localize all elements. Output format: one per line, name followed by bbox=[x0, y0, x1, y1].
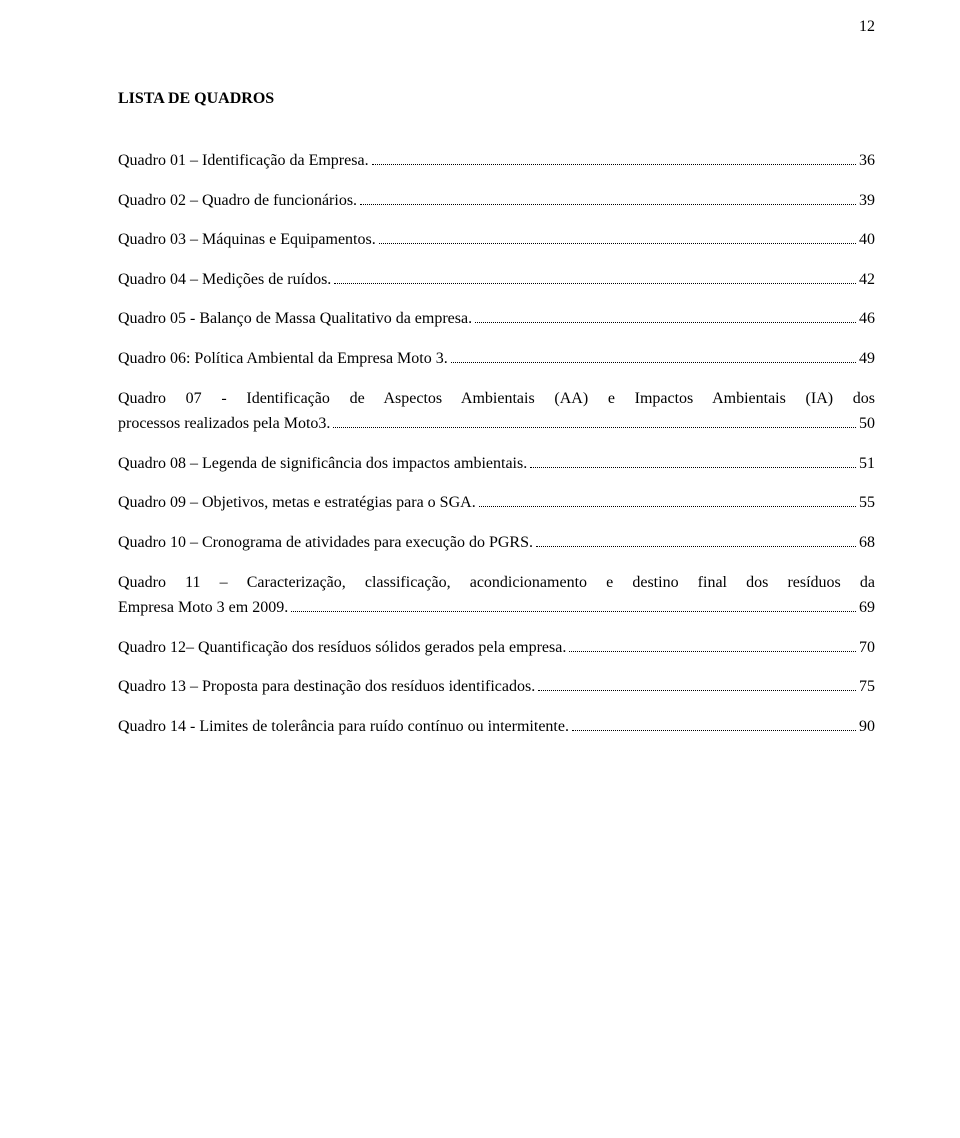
toc-entry-page: 49 bbox=[859, 346, 875, 372]
toc-dots bbox=[536, 546, 856, 547]
toc-entry-page: 90 bbox=[859, 714, 875, 740]
toc-entry-label-line2: Empresa Moto 3 em 2009. bbox=[118, 595, 288, 621]
toc-entry-label: Quadro 08 – Legenda de significância dos… bbox=[118, 451, 527, 477]
toc-dots bbox=[569, 651, 856, 652]
toc-entry-page: 75 bbox=[859, 674, 875, 700]
toc-entry-label-line1: Quadro 07 - Identificação de Aspectos Am… bbox=[118, 386, 875, 412]
toc-entry: Quadro 13 – Proposta para destinação dos… bbox=[118, 674, 875, 700]
toc-entry-label: Quadro 05 - Balanço de Massa Qualitativo… bbox=[118, 306, 472, 332]
toc-entry-page: 68 bbox=[859, 530, 875, 556]
toc-dots bbox=[334, 283, 856, 284]
toc-dots bbox=[360, 204, 856, 205]
toc-entry-page: 70 bbox=[859, 635, 875, 661]
toc-entry-page: 51 bbox=[859, 451, 875, 477]
toc-entry: Quadro 12– Quantificação dos resíduos só… bbox=[118, 635, 875, 661]
toc-dots bbox=[572, 730, 856, 731]
toc-entry-page: 50 bbox=[859, 411, 875, 437]
toc-dots bbox=[479, 506, 856, 507]
toc-entry-label: Quadro 13 – Proposta para destinação dos… bbox=[118, 674, 535, 700]
toc-entry-label: Quadro 03 – Máquinas e Equipamentos. bbox=[118, 227, 376, 253]
toc-entry-label: Quadro 04 – Medições de ruídos. bbox=[118, 267, 331, 293]
toc-entry-label: Quadro 01 – Identificação da Empresa. bbox=[118, 148, 369, 174]
toc-list: Quadro 01 – Identificação da Empresa. 36… bbox=[118, 148, 875, 740]
toc-entry: Quadro 04 – Medições de ruídos. 42 bbox=[118, 267, 875, 293]
toc-dots bbox=[538, 690, 856, 691]
toc-entry-label: Quadro 14 - Limites de tolerância para r… bbox=[118, 714, 569, 740]
toc-entry-page: 36 bbox=[859, 148, 875, 174]
toc-entry: Quadro 03 – Máquinas e Equipamentos. 40 bbox=[118, 227, 875, 253]
toc-entry-page: 42 bbox=[859, 267, 875, 293]
toc-entry-label: Quadro 09 – Objetivos, metas e estratégi… bbox=[118, 490, 476, 516]
document-page: 12 LISTA DE QUADROS Quadro 01 – Identifi… bbox=[0, 0, 960, 1138]
toc-entry-label: Quadro 06: Política Ambiental da Empresa… bbox=[118, 346, 448, 372]
toc-entry: Quadro 02 – Quadro de funcionários. 39 bbox=[118, 188, 875, 214]
toc-entry-label: Quadro 12– Quantificação dos resíduos só… bbox=[118, 635, 566, 661]
list-heading: LISTA DE QUADROS bbox=[118, 90, 875, 108]
page-number: 12 bbox=[859, 18, 875, 36]
toc-entry: Quadro 11 – Caracterização, classificaçã… bbox=[118, 570, 875, 621]
toc-entry: Quadro 09 – Objetivos, metas e estratégi… bbox=[118, 490, 875, 516]
toc-entry-page: 55 bbox=[859, 490, 875, 516]
toc-entry: Quadro 05 - Balanço de Massa Qualitativo… bbox=[118, 306, 875, 332]
toc-entry-page: 46 bbox=[859, 306, 875, 332]
toc-entry-label: Quadro 10 – Cronograma de atividades par… bbox=[118, 530, 533, 556]
toc-entry: Quadro 08 – Legenda de significância dos… bbox=[118, 451, 875, 477]
toc-entry-label: Quadro 02 – Quadro de funcionários. bbox=[118, 188, 357, 214]
toc-entry: Quadro 07 - Identificação de Aspectos Am… bbox=[118, 386, 875, 437]
toc-entry: Quadro 06: Política Ambiental da Empresa… bbox=[118, 346, 875, 372]
toc-dots bbox=[451, 362, 856, 363]
toc-dots bbox=[372, 164, 856, 165]
toc-entry-page: 39 bbox=[859, 188, 875, 214]
toc-entry-page: 69 bbox=[859, 595, 875, 621]
toc-dots bbox=[291, 611, 856, 612]
toc-dots bbox=[530, 467, 856, 468]
toc-entry-page: 40 bbox=[859, 227, 875, 253]
toc-dots bbox=[379, 243, 856, 244]
toc-entry: Quadro 14 - Limites de tolerância para r… bbox=[118, 714, 875, 740]
toc-entry: Quadro 10 – Cronograma de atividades par… bbox=[118, 530, 875, 556]
toc-dots bbox=[475, 322, 856, 323]
toc-entry-label-line2: processos realizados pela Moto3. bbox=[118, 411, 330, 437]
toc-dots bbox=[333, 427, 856, 428]
toc-entry: Quadro 01 – Identificação da Empresa. 36 bbox=[118, 148, 875, 174]
toc-entry-label-line1: Quadro 11 – Caracterização, classificaçã… bbox=[118, 570, 875, 596]
